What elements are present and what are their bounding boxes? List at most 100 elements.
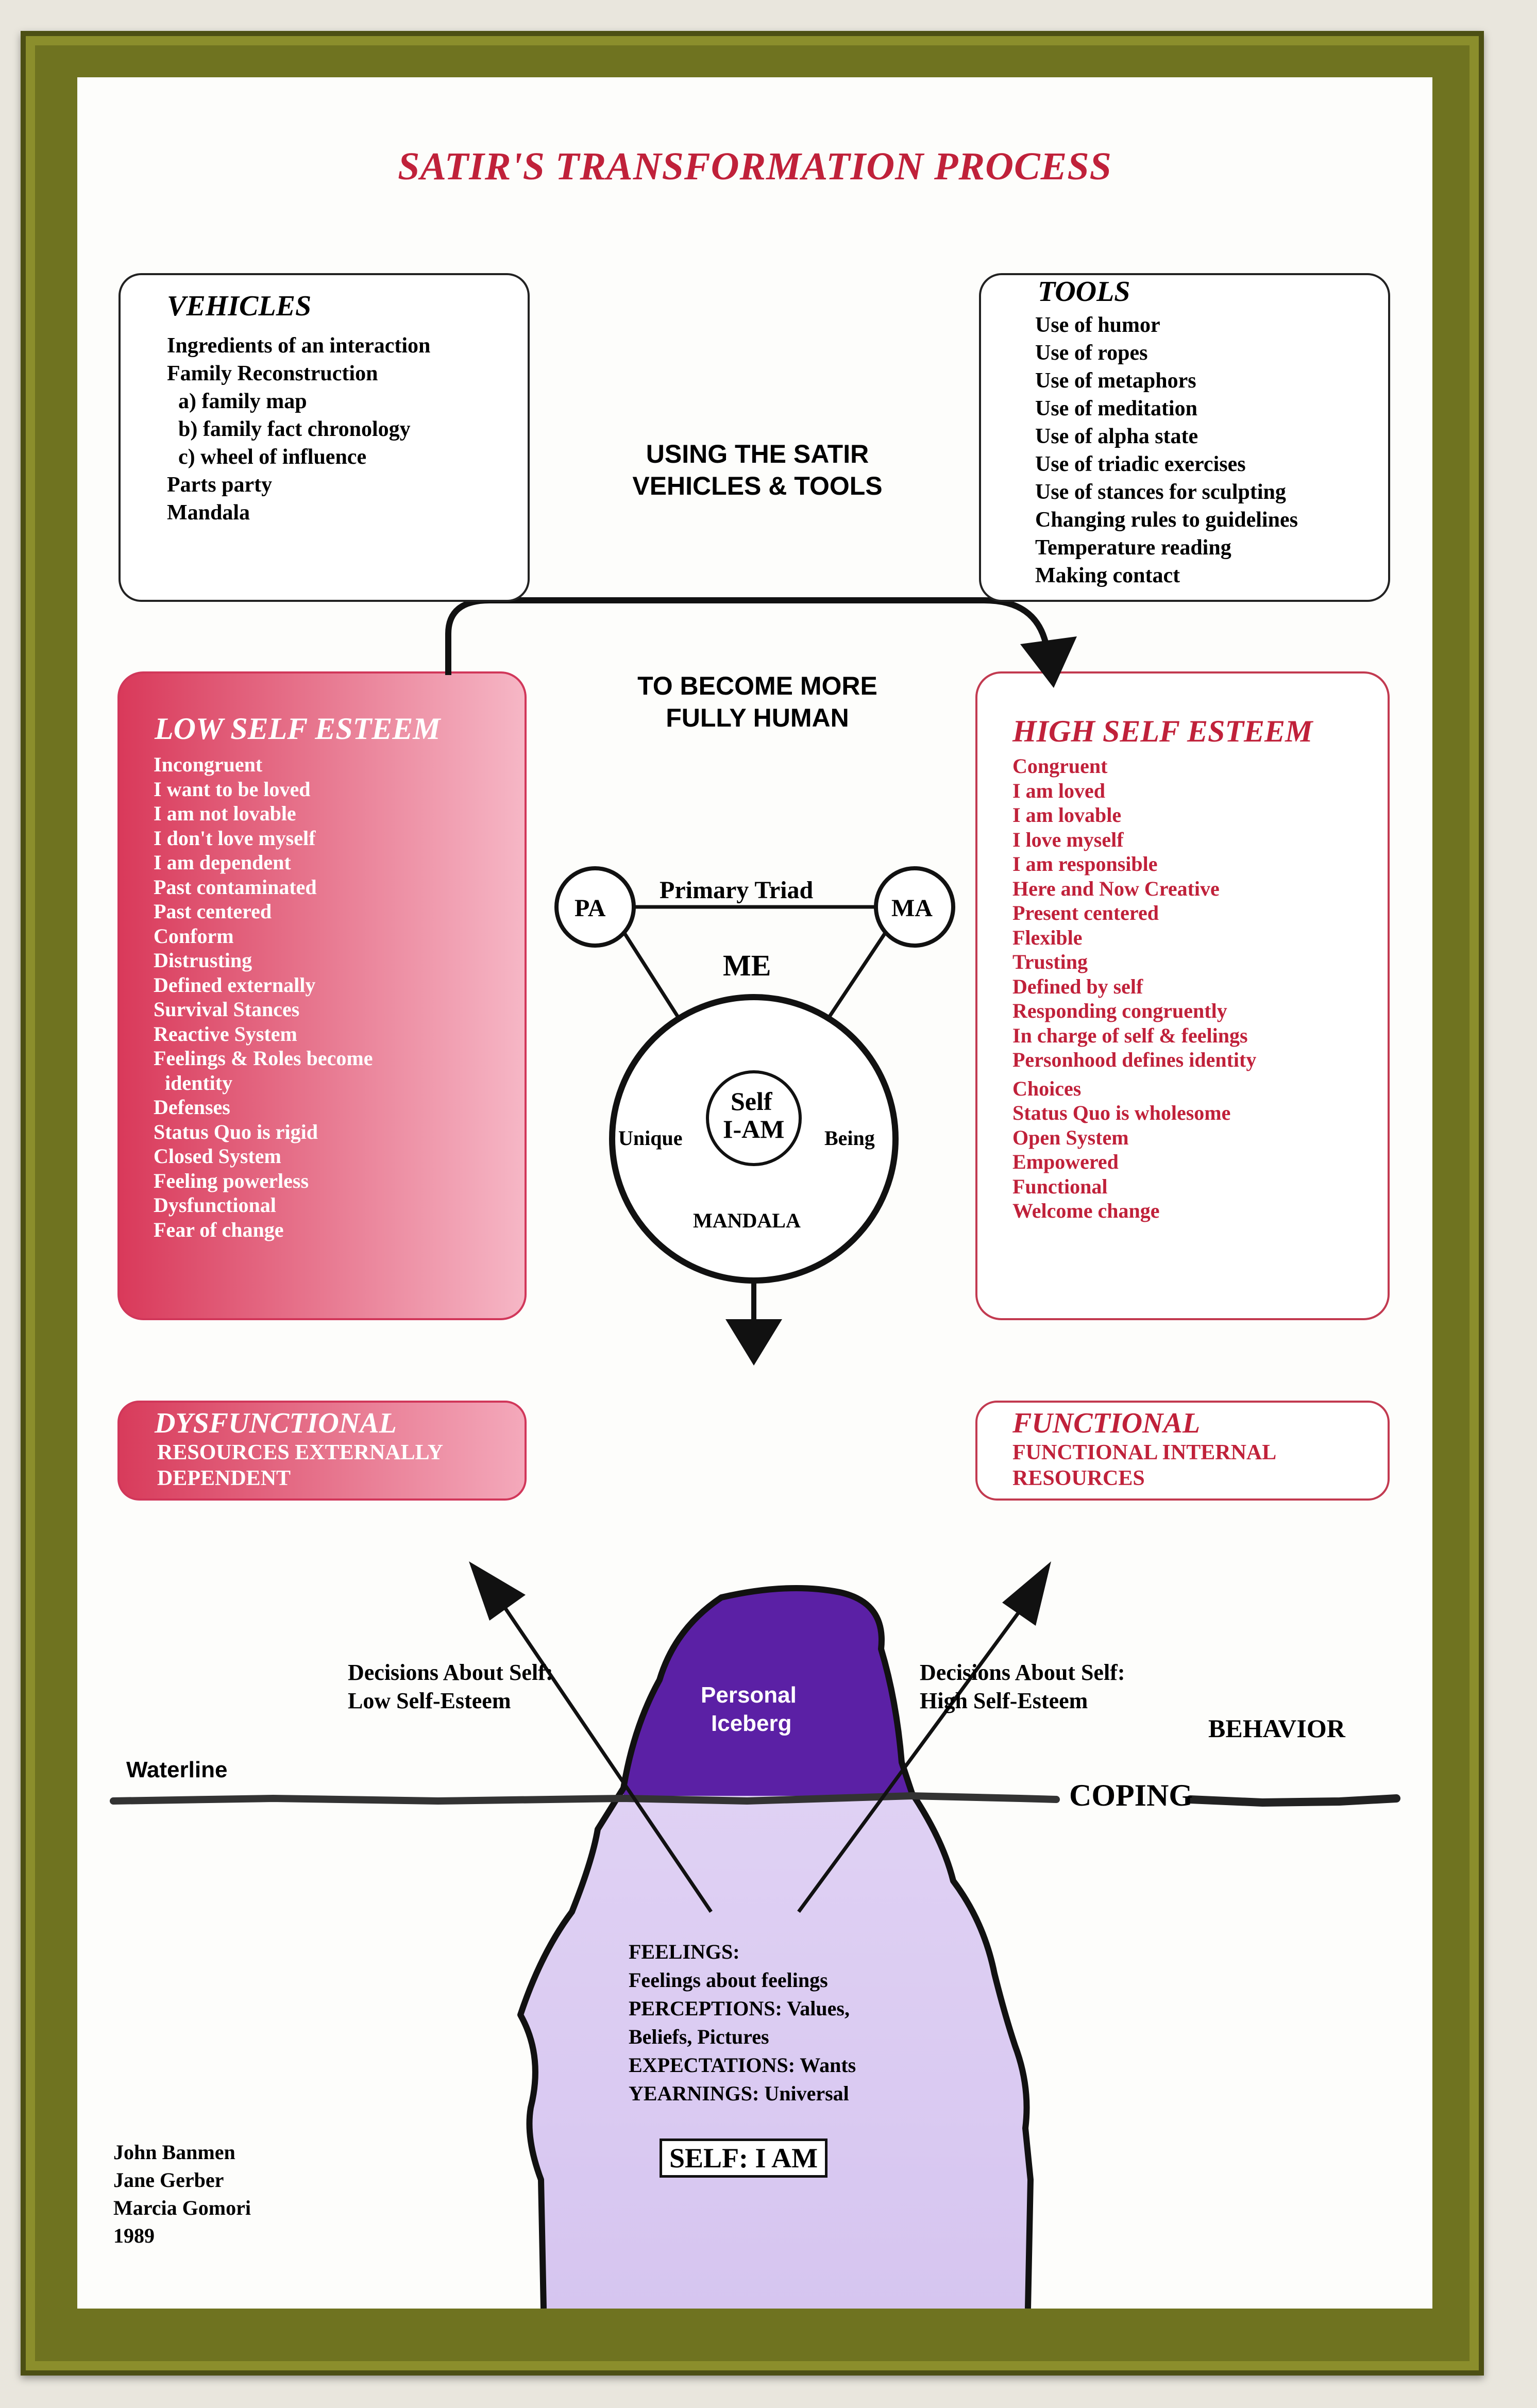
waterline-right (1186, 1794, 1400, 1807)
low-self-esteem-item: I am not lovable (154, 802, 296, 825)
high-self-esteem-item: Choices (1012, 1076, 1082, 1100)
low-self-esteem-item: Feelings & Roles become (154, 1047, 373, 1070)
credit-item: 1989 (113, 2224, 155, 2247)
high-self-esteem-item: Here and Now Creative (1012, 877, 1220, 900)
iceberg-layer-item: YEARNINGS: Universal (629, 2082, 849, 2105)
low-self-esteem-item: I want to be loved (154, 777, 311, 801)
vehicles-box: VEHICLES Ingredients of an interaction Fa… (119, 273, 530, 602)
iceberg-layer-item: Beliefs, Pictures (629, 2025, 769, 2048)
high-self-esteem-item: Defined by self (1012, 974, 1143, 998)
low-self-esteem-item: identity (165, 1071, 233, 1094)
being-label: Being (824, 1126, 875, 1150)
low-self-esteem-item: Incongruent (154, 753, 263, 776)
self-i-am-label: SELF: I AM (669, 2143, 818, 2174)
me-label: ME (723, 949, 771, 982)
high-self-esteem-item: I love myself (1012, 828, 1124, 851)
low-self-esteem-item: Defenses (154, 1096, 230, 1119)
credit-item: John Banmen (113, 2141, 235, 2164)
high-self-esteem-heading: HIGH SELF ESTEEM (1012, 714, 1313, 748)
high-self-esteem-item: Present centered (1012, 901, 1159, 924)
tools-heading: TOOLS (1038, 276, 1130, 308)
low-self-esteem-item: Feeling powerless (154, 1169, 309, 1192)
low-self-esteem-item: Status Quo is rigid (154, 1120, 318, 1143)
high-self-esteem-item: Responding congruently (1012, 999, 1227, 1022)
high-self-esteem-item: Personhood defines identity (1012, 1048, 1257, 1071)
vehicle-item: Ingredients of an interaction (167, 334, 431, 358)
vehicle-item: c) wheel of influence (178, 445, 367, 469)
mandala-down-arrowhead (725, 1319, 782, 1366)
pa-circle (554, 866, 636, 948)
pa-label: PA (575, 895, 606, 922)
tool-item: Use of humor (1035, 313, 1160, 337)
high-self-esteem-item: I am loved (1012, 779, 1105, 802)
tools-list: Use of humor Use of ropes Use of metaphors… (1035, 311, 1298, 590)
vehicle-item: Mandala (167, 501, 250, 525)
decisions-high-line-1: Decisions About Self: (920, 1660, 1125, 1685)
high-self-esteem-box (975, 671, 1390, 1320)
low-self-esteem-item: I am dependent (154, 851, 291, 874)
ma-circle (874, 866, 955, 948)
primary-triad-label: Primary Triad (660, 877, 814, 904)
low-self-esteem-item: Distrusting (154, 949, 252, 972)
high-self-esteem-item: Empowered (1012, 1150, 1119, 1173)
high-self-esteem-item: Functional (1012, 1174, 1108, 1198)
functional-box (975, 1401, 1390, 1501)
iceberg-layer-item: Feelings about feelings (629, 1968, 828, 1992)
become-caption-line-2: FULLY HUMAN (666, 703, 849, 732)
iceberg-layer-item: FEELINGS: (629, 1940, 740, 1963)
self-label: Self (731, 1087, 772, 1116)
tools-box: TOOLS Use of humor Use of ropes Use of met… (979, 273, 1390, 602)
become-caption: TO BECOME MORE FULLY HUMAN (582, 670, 933, 734)
self-i-am-box: SELF: I AM (660, 2138, 828, 2178)
diagram-graphics (110, 597, 1400, 2309)
low-self-esteem-heading: LOW SELF ESTEEM (155, 712, 441, 746)
vehicle-item: Family Reconstruction (167, 362, 378, 385)
high-self-esteem-item: Welcome change (1012, 1199, 1160, 1222)
low-self-esteem-item: Conform (154, 924, 234, 948)
decisions-low-line-1: Decisions About Self: (348, 1660, 553, 1685)
waterline (110, 1792, 1060, 1805)
low-self-esteem-item: Survival Stances (154, 998, 300, 1021)
vehicle-item: Parts party (167, 473, 273, 497)
transformation-arrowhead (1020, 636, 1077, 688)
low-self-esteem-item: Closed System (154, 1144, 281, 1168)
high-self-esteem-item: I am responsible (1012, 852, 1158, 875)
credits-list: John Banmen Jane Gerber Marcia Gomori 1989 (113, 2138, 251, 2250)
iceberg-tip (623, 1588, 912, 1796)
tool-item: Use of triadic exercises (1035, 452, 1246, 476)
high-self-esteem-item: In charge of self & feelings (1012, 1023, 1248, 1047)
iceberg-layer-item: EXPECTATIONS: Wants (629, 2053, 856, 2077)
tool-item: Use of metaphors (1035, 369, 1196, 393)
low-self-esteem-item: Past contaminated (154, 875, 317, 899)
decision-arrow-low (503, 1607, 713, 1913)
low-self-esteem-item: Reactive System (154, 1022, 297, 1046)
tool-item: Use of alpha state (1035, 425, 1198, 448)
poster: SATIR'S TRANSFORMATION PROCESS VEHICLES … (77, 77, 1432, 2309)
self-circle (706, 1070, 802, 1166)
coping-label: COPING (1069, 1778, 1193, 1812)
low-self-esteem-item: Past centered (154, 900, 272, 923)
decisions-low-line-2: Low Self-Esteem (348, 1688, 511, 1713)
functional-line-2: RESOURCES (1012, 1467, 1145, 1490)
iceberg-label-line-2: Iceberg (711, 1711, 792, 1736)
high-self-esteem-list: Congruent I am loved I am lovable I love my… (1012, 754, 1256, 1223)
unique-label: Unique (618, 1126, 683, 1150)
high-self-esteem-item: Open System (1012, 1125, 1129, 1149)
vehicle-item: a) family map (178, 390, 307, 413)
mandala-label: MANDALA (693, 1209, 801, 1232)
vehicles-heading: VEHICLES (167, 290, 312, 322)
low-self-esteem-item: Fear of change (154, 1218, 284, 1241)
vehicle-item: b) family fact chronology (178, 417, 411, 441)
decision-arrow-high (797, 1609, 1022, 1913)
tool-item: Making contact (1035, 564, 1180, 587)
tool-item: Changing rules to guidelines (1035, 508, 1298, 532)
triad-line-right (825, 927, 890, 1021)
transformation-arrow (445, 597, 1052, 675)
page-title: SATIR'S TRANSFORMATION PROCESS (398, 145, 1112, 188)
iceberg-layer-item: PERCEPTIONS: Values, (629, 1997, 850, 2020)
low-self-esteem-item: I don't love myself (154, 826, 316, 850)
functional-heading: FUNCTIONAL (1012, 1407, 1201, 1439)
tool-item: Temperature reading (1035, 536, 1231, 560)
tool-item: Use of ropes (1035, 341, 1148, 365)
high-self-esteem-item: Trusting (1012, 950, 1088, 973)
